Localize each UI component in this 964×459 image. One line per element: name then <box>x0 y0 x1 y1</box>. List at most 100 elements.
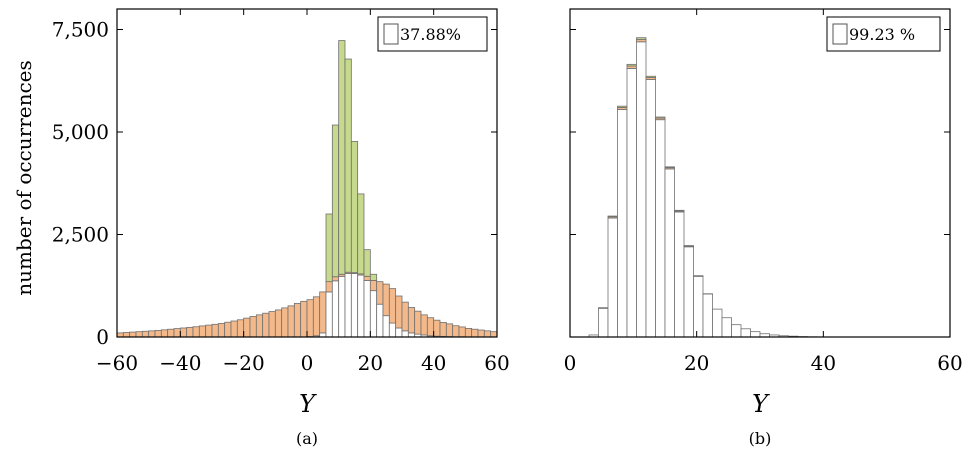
plot-frame <box>569 8 951 338</box>
bar-segment <box>154 330 162 338</box>
bar-segment <box>331 280 340 338</box>
panel-a: −60 −40 −20 0 20 40 60 0 2,500 5,000 7,500 Ynumber … <box>12 8 510 448</box>
bar-segment <box>325 281 333 293</box>
panel-b: 0 20 40 60 Y (b) 99.23 % <box>564 8 963 448</box>
bar-segment <box>363 249 371 277</box>
bar-segment <box>300 300 308 338</box>
bar-segment <box>173 328 181 338</box>
y-tick-label: 0 <box>96 325 109 349</box>
x-axis-label: Y <box>752 390 770 418</box>
bar-segment <box>357 193 365 275</box>
bar-segment <box>674 211 685 338</box>
bar-segment <box>376 281 384 305</box>
bar-segment <box>617 105 628 108</box>
x-tick-label: 40 <box>421 351 446 375</box>
bar-segment <box>664 168 675 338</box>
bar-segment <box>645 79 656 338</box>
legend: 37.88% <box>377 16 488 52</box>
bar-segment <box>598 307 609 338</box>
bar-segment <box>740 328 751 338</box>
bar-segment <box>664 166 675 169</box>
bar-segment <box>636 41 647 338</box>
bar-segment <box>464 327 473 338</box>
bar-segment <box>363 280 371 338</box>
bar-segment <box>363 275 371 281</box>
bar-segment <box>401 301 409 332</box>
bar-segment <box>312 296 321 337</box>
x-tick-label: 0 <box>301 351 314 375</box>
bar-segment <box>186 326 194 338</box>
bar-segment <box>683 246 694 338</box>
bar-segment <box>224 321 232 338</box>
bar-segment <box>407 332 416 338</box>
bar-segment <box>607 217 618 338</box>
bar-segment <box>369 280 378 292</box>
legend: 99.23 % <box>826 16 941 52</box>
bar-segment <box>617 109 628 338</box>
bar-segment <box>179 327 188 338</box>
bar-segment <box>141 330 150 338</box>
legend-label: 37.88% <box>400 25 461 44</box>
bar-segment <box>376 303 384 338</box>
x-tick-label: 40 <box>811 351 836 375</box>
legend-swatch <box>832 23 848 45</box>
bar-segment <box>458 326 466 338</box>
bar-segment <box>636 37 647 40</box>
bars-group <box>116 40 498 338</box>
bar-segment <box>395 295 403 329</box>
bar-segment <box>369 273 378 281</box>
bar-segment <box>287 305 295 338</box>
bar-segment <box>331 276 340 282</box>
bar-segment <box>439 322 447 337</box>
x-tick-label: 60 <box>937 351 962 375</box>
bar-segment <box>255 314 264 338</box>
x-tick-label: 60 <box>484 351 509 375</box>
y-tick-label: 2,500 <box>52 223 109 247</box>
y-tick-label: 5,000 <box>52 120 109 144</box>
bar-segment <box>135 331 143 338</box>
bar-segment <box>319 291 327 334</box>
bar-segment <box>607 215 618 218</box>
y-tick-label: 7,500 <box>52 18 109 42</box>
bar-segment <box>483 330 492 338</box>
bar-segment <box>445 323 454 337</box>
bar-segment <box>702 293 713 338</box>
bar-segment <box>344 58 352 273</box>
x-tick-label: 20 <box>684 351 709 375</box>
bar-segment <box>274 309 283 338</box>
bar-segment <box>211 323 219 338</box>
bar-segment <box>655 119 666 338</box>
bar-segment <box>160 329 169 338</box>
bar-segment <box>477 329 485 338</box>
bar-segment <box>369 290 378 338</box>
bar-segment <box>148 330 156 338</box>
bar-segment <box>490 331 498 338</box>
bar-segment <box>420 314 428 336</box>
bar-segment <box>357 274 365 338</box>
bar-segment <box>338 40 346 275</box>
bar-segment <box>344 273 352 338</box>
x-tick-label: −20 <box>223 351 265 375</box>
bar-segment <box>116 332 124 338</box>
bar-segment <box>750 331 761 338</box>
bar-segment <box>471 328 479 338</box>
panel-caption: (a) <box>296 429 318 448</box>
bar-segment <box>338 275 346 338</box>
bar-segment <box>268 311 276 338</box>
bar-segment <box>382 315 390 338</box>
bar-segment <box>293 302 302 338</box>
bar-segment <box>401 330 409 338</box>
bar-segment <box>230 320 238 338</box>
bar-segment <box>129 331 137 338</box>
bar-segment <box>433 319 441 337</box>
bar-segment <box>167 328 175 338</box>
x-tick-label: 20 <box>358 351 383 375</box>
bar-segment <box>407 307 416 334</box>
panel-caption: (b) <box>749 429 772 448</box>
bar-segment <box>382 283 390 317</box>
x-tick-label: 0 <box>564 351 577 375</box>
x-axis-label: Y <box>299 390 317 418</box>
bar-segment <box>262 312 270 338</box>
bar-segment <box>306 299 314 337</box>
bar-segment <box>452 325 460 338</box>
